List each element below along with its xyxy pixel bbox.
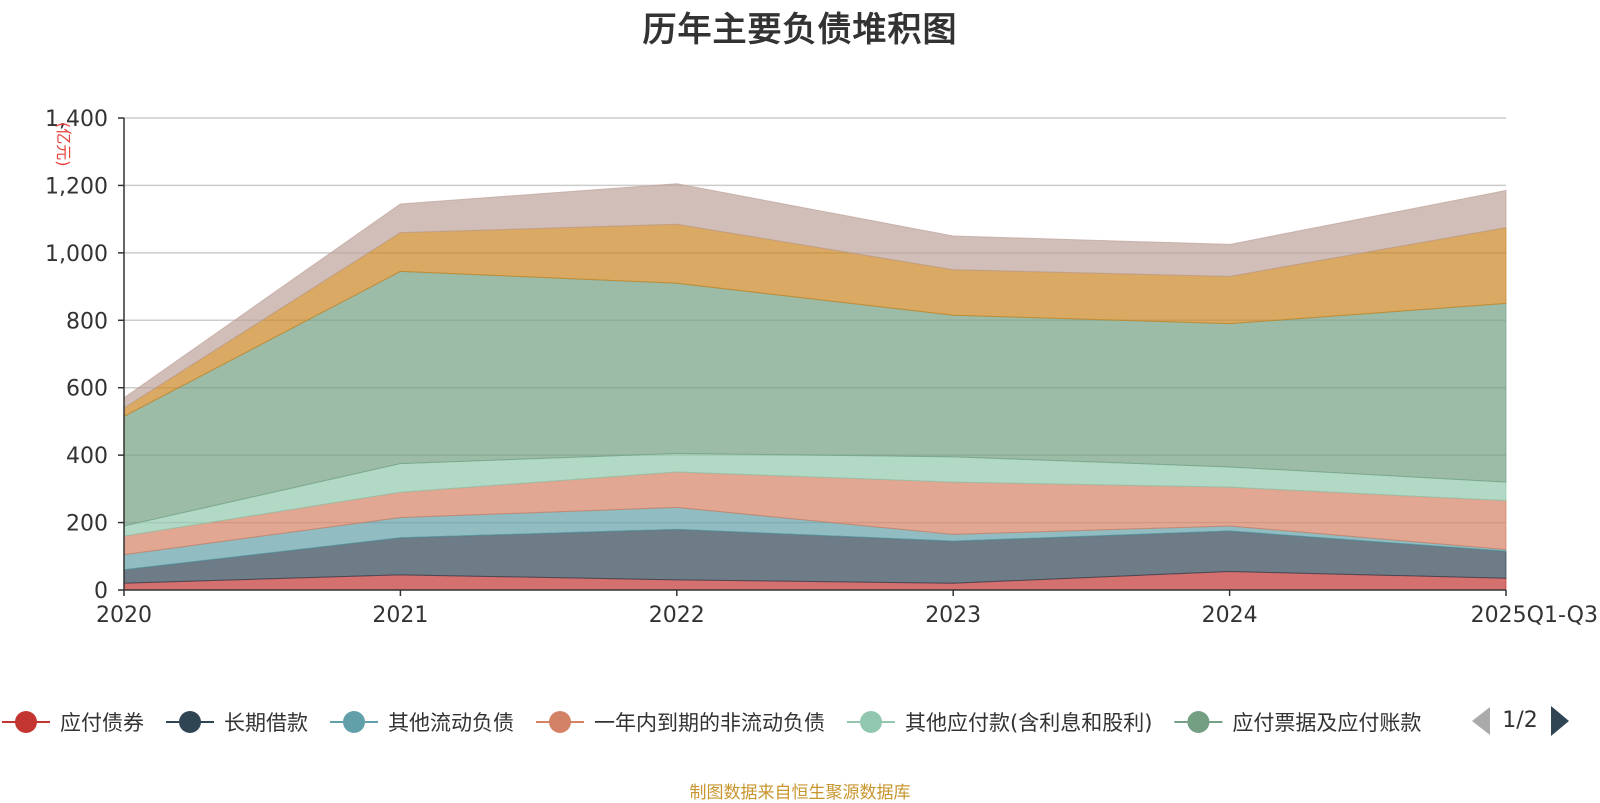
legend-item[interactable]: 其他流动负债 [330, 711, 514, 735]
legend-label: 其他应付款(含利息和股利) [905, 711, 1152, 735]
y-tick-label: 800 [66, 309, 108, 334]
legend-item[interactable]: 应付债券 [2, 711, 144, 735]
legend-item[interactable]: 应付票据及应付账款 [1174, 711, 1421, 735]
y-tick-label: 0 [94, 579, 108, 604]
x-tick-label: 2020 [96, 603, 152, 628]
chart-title: 历年主要负债堆积图 [642, 10, 958, 50]
legend-label: 其他流动负债 [388, 711, 514, 735]
y-tick-label: 1,000 [45, 242, 108, 267]
y-axis-unit-label: (亿元) [54, 122, 73, 167]
y-tick-label: 400 [66, 444, 108, 469]
legend-next-page-icon[interactable] [1551, 706, 1569, 736]
legend-label: 应付票据及应付账款 [1232, 711, 1421, 735]
y-tick-label: 1,400 [45, 107, 108, 132]
x-tick-label: 2023 [925, 603, 981, 628]
source-note: 制图数据来自恒生聚源数据库 [689, 783, 911, 803]
legend-item[interactable]: 长期借款 [166, 711, 308, 735]
x-tick-label: 2024 [1202, 603, 1258, 628]
y-tick-label: 200 [66, 512, 108, 537]
legend-marker-icon [343, 711, 365, 733]
legend-prev-page-icon[interactable] [1472, 707, 1490, 735]
y-tick-label: 1,200 [45, 174, 108, 199]
legend-label: 长期借款 [224, 711, 308, 735]
legend-item[interactable]: 一年内到期的非流动负债 [536, 711, 825, 735]
legend-marker-icon [179, 711, 201, 733]
axes: 0 200 400 600 800 1,000 1,200 1,400 2020 2021 2022… [45, 107, 1598, 628]
legend-item[interactable]: 其他应付款(含利息和股利) [847, 711, 1152, 735]
area-series [123, 183, 1507, 591]
y-tick-label: 600 [66, 377, 108, 402]
legend-marker-icon [549, 711, 571, 733]
legend-marker-icon [15, 711, 37, 733]
legend-page-indicator: 1/2 [1502, 708, 1537, 733]
legend-pager: 1/2 [1472, 706, 1569, 736]
area-series-8 [123, 183, 1507, 409]
legend-marker-icon [860, 711, 882, 733]
legend-label: 一年内到期的非流动负债 [594, 711, 825, 735]
legend-marker-icon [1187, 711, 1210, 733]
x-tick-label: 2021 [372, 603, 428, 628]
legend: 应付债券 长期借款 其他流动负债 一年内到期的非流动负债 其他应付款(含利息和股利) 应付… [2, 706, 1569, 736]
legend-label: 应付债券 [60, 711, 144, 735]
x-tick-label: 2022 [649, 603, 705, 628]
x-tick-label: 2025Q1-Q3 [1471, 603, 1598, 628]
